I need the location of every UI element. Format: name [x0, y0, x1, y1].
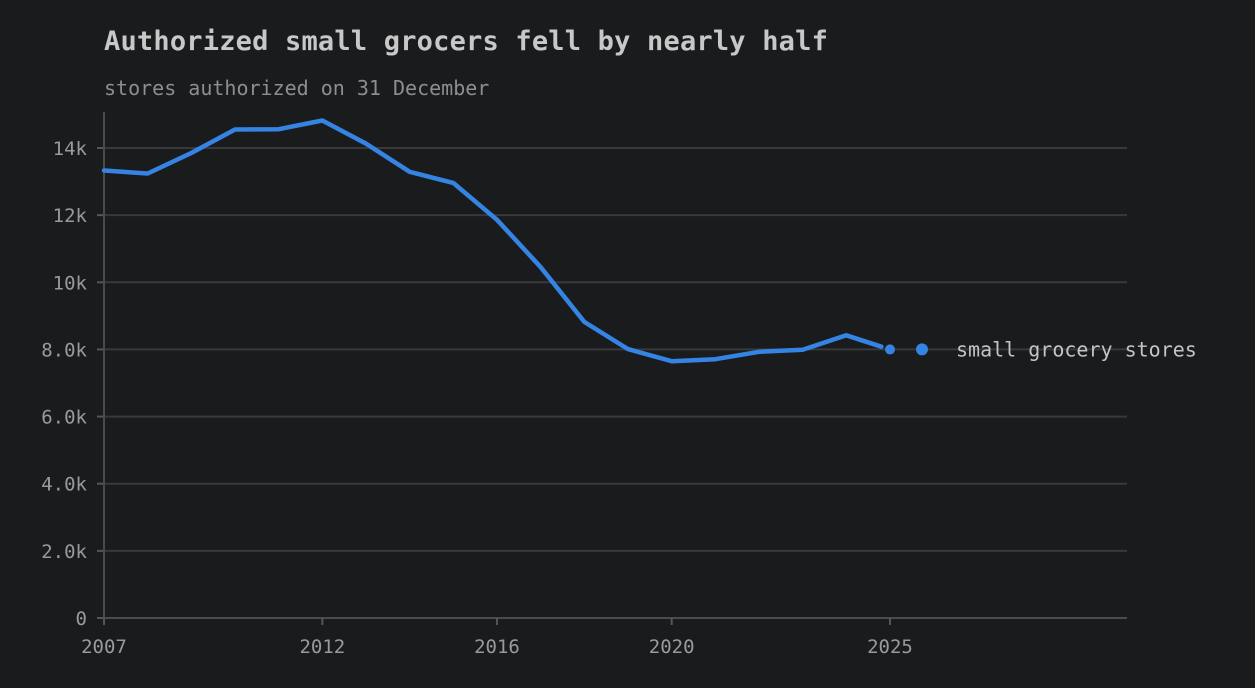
- x-tick-label: 2025: [867, 636, 913, 658]
- chart-subtitle: stores authorized on 31 December: [104, 76, 490, 100]
- y-tick-label: 8.0k: [41, 339, 87, 361]
- x-tick-label: 2020: [649, 636, 695, 658]
- y-tick-label: 14k: [53, 138, 88, 160]
- chart-title: Authorized small grocers fell by nearly …: [104, 26, 829, 57]
- y-tick-label: 4.0k: [41, 474, 87, 496]
- legend-label: small grocery stores: [956, 337, 1197, 361]
- legend-marker: [916, 343, 928, 356]
- x-tick-label: 2007: [81, 636, 127, 658]
- series-line: [101, 118, 884, 364]
- x-tick-label: 2012: [299, 636, 345, 658]
- y-tick-label: 6.0k: [41, 407, 87, 429]
- series-end-dot: [885, 344, 895, 355]
- y-tick-label: 2.0k: [41, 541, 87, 563]
- y-tick-label: 10k: [53, 272, 88, 294]
- x-tick-label: 2016: [474, 636, 520, 658]
- y-tick-label: 12k: [53, 205, 88, 227]
- y-tick-label: 0: [76, 608, 87, 630]
